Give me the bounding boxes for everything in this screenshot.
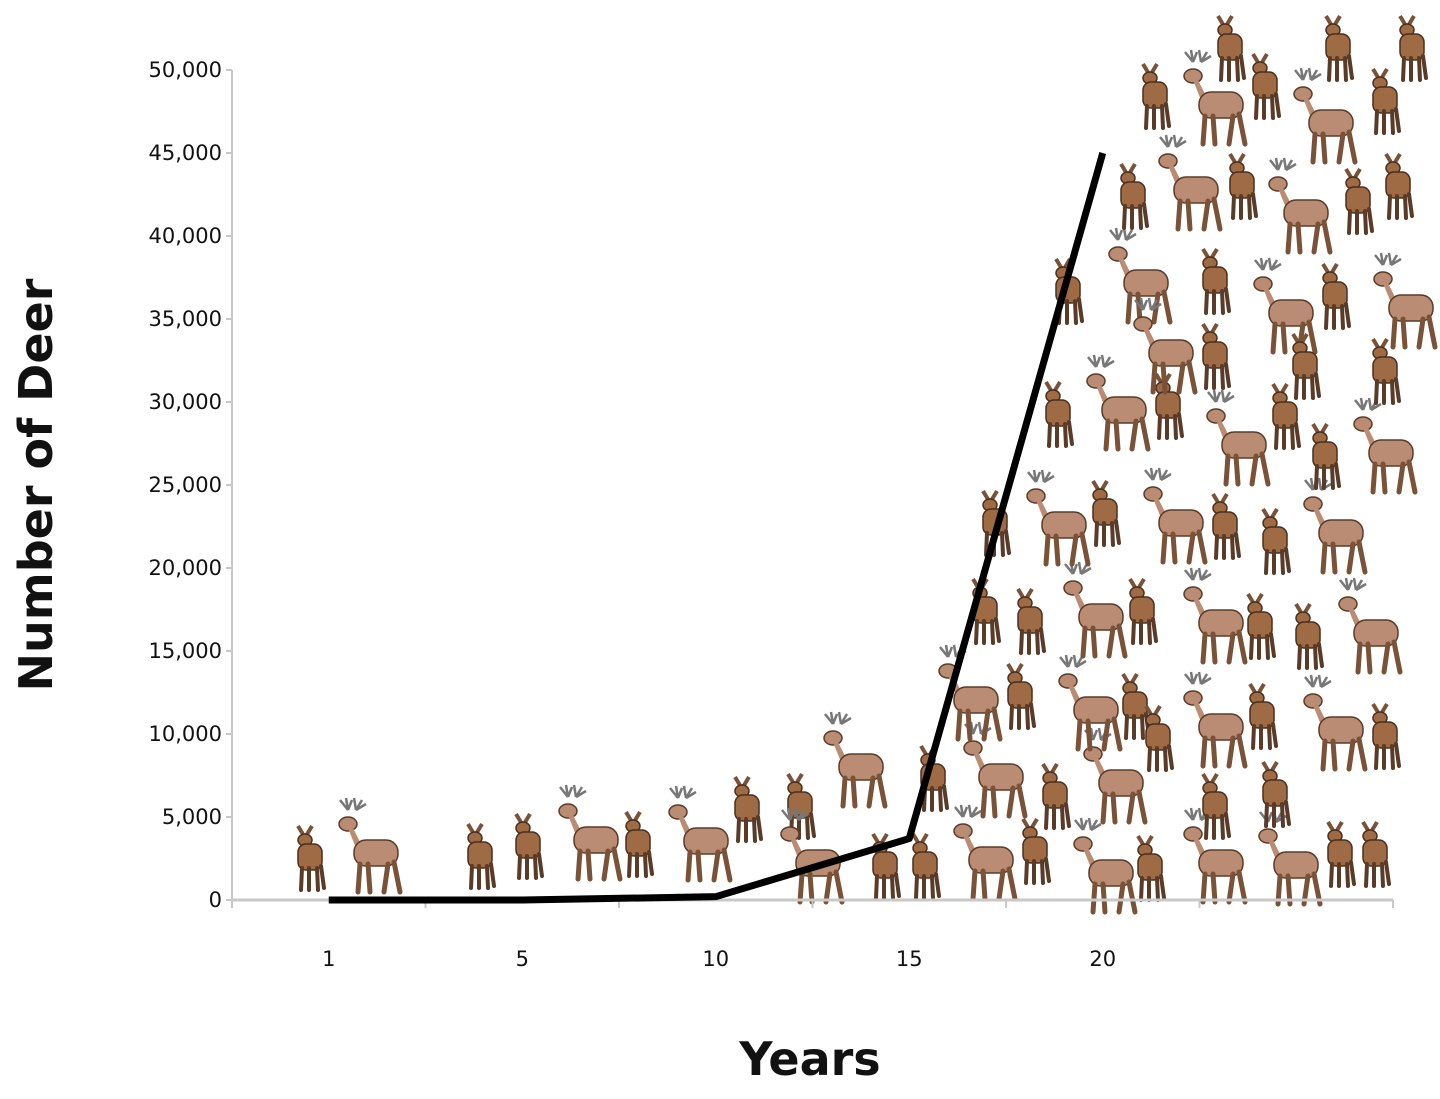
doe-deer-icon <box>1228 152 1258 220</box>
doe-deer-icon <box>1324 14 1354 82</box>
doe-deer-icon <box>1121 672 1151 740</box>
doe-deer-icon <box>1016 587 1046 655</box>
doe-deer-icon <box>1311 422 1341 490</box>
doe-deer-icon <box>1216 14 1246 82</box>
doe-deer-icon <box>733 775 763 843</box>
y-tick-label: 5,000 <box>162 805 222 829</box>
x-axis-label: Years <box>738 1032 880 1086</box>
doe-deer-icon <box>911 832 941 900</box>
doe-deer-icon <box>466 822 496 890</box>
y-tick-label: 50,000 <box>149 58 222 82</box>
doe-deer-icon <box>1371 337 1401 405</box>
y-tick-label: 20,000 <box>149 556 222 580</box>
doe-deer-icon <box>1128 577 1158 645</box>
doe-deer-icon <box>1251 52 1281 120</box>
doe-deer-icon <box>1371 67 1401 135</box>
buck-deer-icon <box>1159 135 1220 229</box>
y-tick-label: 15,000 <box>149 639 222 663</box>
doe-deer-icon <box>1119 162 1149 230</box>
doe-deer-icon <box>1211 492 1241 560</box>
buck-deer-icon <box>1207 390 1268 484</box>
x-tick-label: 10 <box>702 947 729 971</box>
y-tick-label: 25,000 <box>149 473 222 497</box>
buck-deer-icon <box>964 722 1025 816</box>
doe-deer-icon <box>1006 662 1036 730</box>
buck-deer-icon <box>1294 68 1355 162</box>
x-tick-label: 20 <box>1089 947 1116 971</box>
buck-deer-icon <box>1339 578 1400 672</box>
buck-deer-icon <box>1144 468 1205 562</box>
buck-deer-icon <box>1184 672 1245 766</box>
doe-deer-icon <box>1141 62 1171 130</box>
buck-deer-icon <box>1269 158 1330 252</box>
doe-deer-icon <box>1261 507 1291 575</box>
doe-deer-icon <box>514 812 544 880</box>
buck-deer-icon <box>1374 253 1435 347</box>
doe-deer-icon <box>624 810 654 878</box>
doe-deer-icon <box>1246 592 1276 660</box>
doe-deer-icon <box>1384 152 1414 220</box>
buck-deer-icon <box>1027 470 1088 564</box>
doe-deer-icon <box>1361 820 1391 888</box>
doe-deer-icon <box>1201 322 1231 390</box>
buck-deer-icon <box>1074 818 1135 912</box>
doe-deer-icon <box>1201 247 1231 315</box>
doe-deer-icon <box>1326 820 1356 888</box>
buck-deer-icon <box>559 785 620 879</box>
buck-deer-icon <box>1109 228 1170 322</box>
y-tick-label: 45,000 <box>149 141 222 165</box>
buck-deer-icon <box>1184 568 1245 662</box>
buck-deer-icon <box>824 712 885 806</box>
buck-deer-icon <box>1304 675 1365 769</box>
doe-deer-icon <box>1248 682 1278 750</box>
y-axis-label: Number of Deer <box>9 278 63 691</box>
doe-deer-icon <box>1371 702 1401 770</box>
series-line <box>328 152 1107 904</box>
y-tick-label: 10,000 <box>149 722 222 746</box>
buck-deer-icon <box>1084 728 1145 822</box>
y-tick-label: 0 <box>209 888 222 912</box>
doe-deer-icon <box>1044 380 1074 448</box>
doe-deer-icon <box>1201 772 1231 840</box>
y-tick-label: 35,000 <box>149 307 222 331</box>
buck-deer-icon <box>339 798 400 892</box>
doe-deer-icon <box>1041 762 1071 830</box>
doe-deer-icon <box>1344 167 1374 235</box>
x-tick-label: 1 <box>322 947 335 971</box>
buck-deer-icon <box>1064 562 1125 656</box>
buck-deer-icon <box>669 786 730 880</box>
buck-deer-icon <box>1134 298 1195 392</box>
y-tick-label: 40,000 <box>149 224 222 248</box>
doe-deer-icon <box>1144 704 1174 772</box>
buck-deer-icon <box>954 805 1015 899</box>
doe-deer-icon <box>1136 834 1166 902</box>
buck-deer-icon <box>1087 355 1148 449</box>
doe-deer-icon <box>1294 602 1324 670</box>
buck-deer-icon <box>1354 398 1415 492</box>
doe-deer-icon <box>1398 14 1428 82</box>
buck-deer-icon <box>1304 478 1365 572</box>
doe-deer-icon <box>296 824 326 892</box>
x-tick-label: 5 <box>516 947 529 971</box>
deer-decoration-layer <box>296 14 1435 912</box>
doe-deer-icon <box>1321 262 1351 330</box>
x-tick-label: 15 <box>896 947 923 971</box>
y-tick-label: 30,000 <box>149 390 222 414</box>
doe-deer-icon <box>1091 479 1121 547</box>
